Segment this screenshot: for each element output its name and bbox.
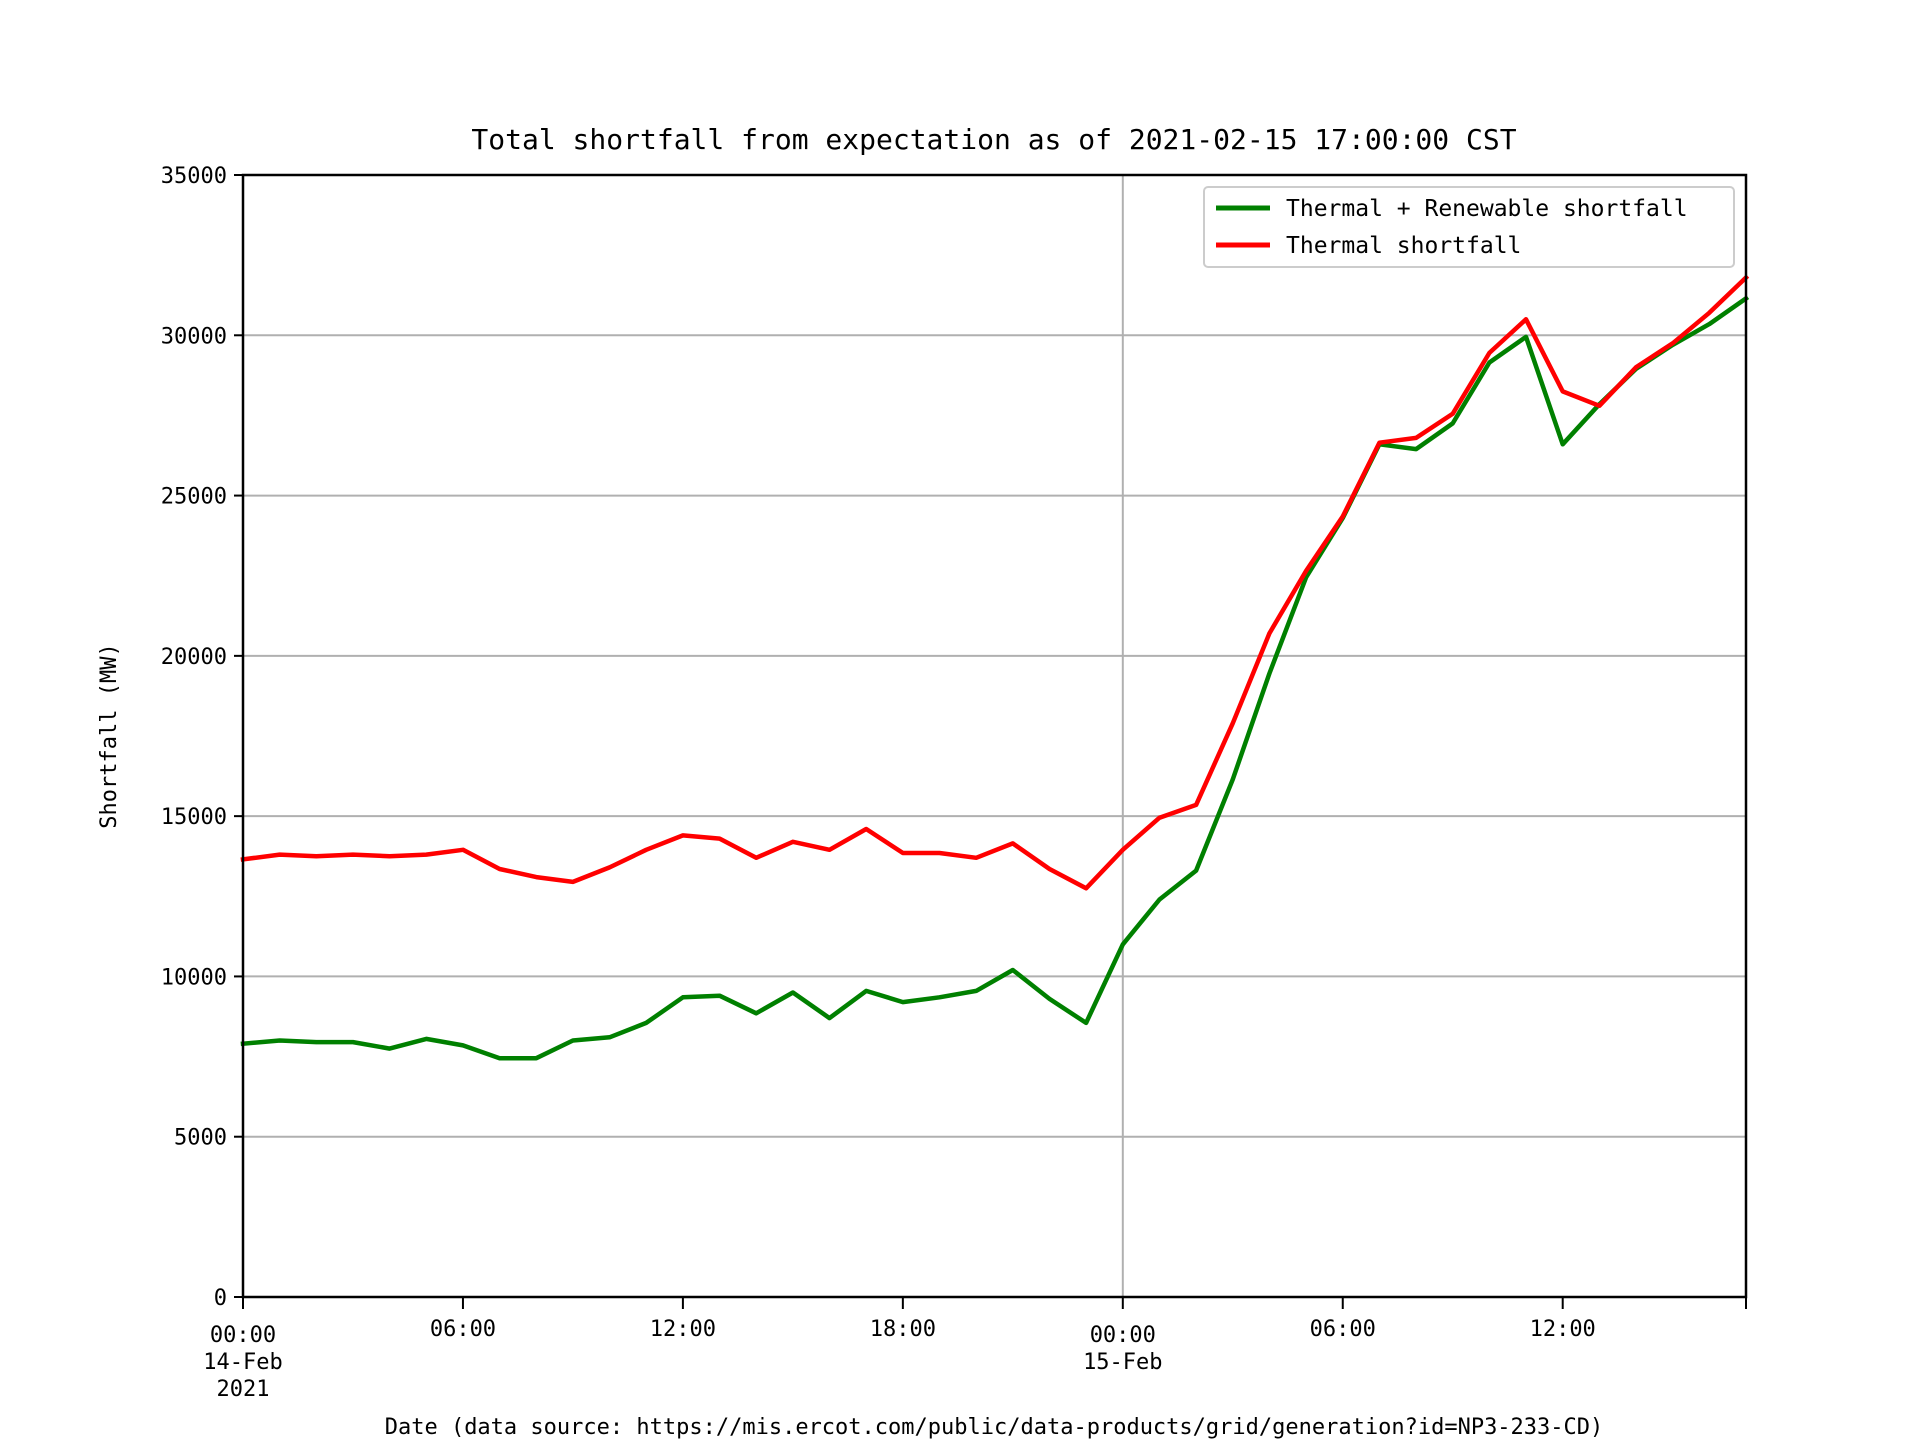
y-tick-label: 25000 [161, 485, 227, 510]
y-tick-label: 20000 [161, 645, 227, 670]
x-tick-label: 18:00 [870, 1317, 936, 1342]
series-line-1 [240, 295, 1750, 1061]
y-tick-label: 35000 [161, 164, 227, 189]
x-tick-label: 06:00 [1310, 1317, 1376, 1342]
legend-box [1203, 186, 1735, 268]
x-tick-label: 00:00 [210, 1323, 276, 1348]
y-axis-ticks: 0 5000 10000 15000 20000 25000 30000 35000 [161, 164, 243, 1311]
series-lines [240, 274, 1750, 1061]
y-axis-label: Shortfall (MW) [97, 643, 122, 828]
y-tick-label: 15000 [161, 805, 227, 830]
y-tick-label: 5000 [174, 1126, 227, 1151]
series-line-2 [240, 274, 1750, 891]
x-tick-label: 06:00 [430, 1317, 496, 1342]
chart-title: Total shortfall from expectation as of 2… [471, 123, 1516, 156]
legend-label: Thermal + Renewable shortfall [1286, 196, 1688, 222]
gridlines [243, 175, 1746, 1297]
y-tick-label: 30000 [161, 324, 227, 349]
x-tick-label: 12:00 [650, 1317, 716, 1342]
x-tick-label: 15-Feb [1083, 1350, 1162, 1375]
legend: Thermal + Renewable shortfall Thermal sho… [1203, 186, 1735, 268]
x-tick-label: 12:00 [1530, 1317, 1596, 1342]
plot-frame [241, 173, 1748, 1299]
y-tick-label: 0 [214, 1286, 227, 1311]
x-axis-label: Date (data source: https://mis.ercot.com… [385, 1415, 1604, 1440]
y-tick-label: 10000 [161, 965, 227, 990]
x-tick-label: 2021 [217, 1377, 270, 1402]
x-tick-label: 14-Feb [203, 1350, 282, 1375]
x-tick-label: 00:00 [1090, 1323, 1156, 1348]
legend-label: Thermal shortfall [1286, 233, 1521, 259]
